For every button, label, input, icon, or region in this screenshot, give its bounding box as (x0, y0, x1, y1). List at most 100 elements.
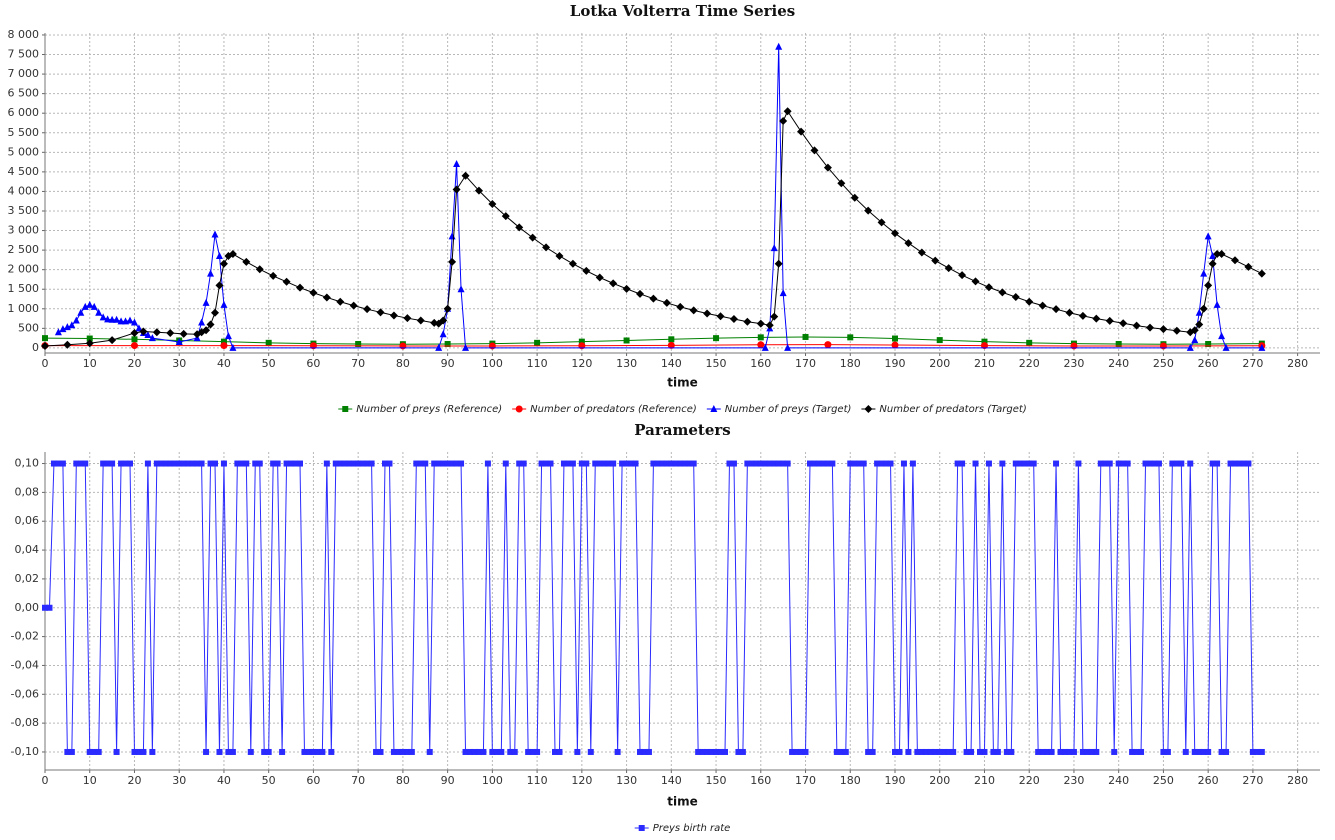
legend-item: Number of predators (Target) (861, 404, 1027, 415)
plot-area (45, 452, 1320, 770)
x-tick-label: 70 (351, 774, 365, 787)
marker (650, 460, 657, 467)
marker (864, 405, 873, 413)
marker (1204, 232, 1212, 240)
x-tick-label: 100 (482, 357, 503, 370)
marker (1217, 250, 1226, 259)
x-tick-label: 200 (929, 774, 950, 787)
marker (399, 748, 406, 755)
marker (798, 748, 805, 755)
marker (851, 460, 858, 467)
marker (1205, 341, 1212, 348)
marker (1070, 748, 1077, 755)
marker (1026, 339, 1033, 346)
marker (592, 460, 599, 467)
x-tick-label: 50 (262, 774, 276, 787)
marker (1102, 460, 1109, 467)
marker (458, 460, 465, 467)
marker (918, 748, 925, 755)
marker (941, 748, 948, 755)
y-tick-label: 2 500 (8, 243, 40, 256)
marker (1017, 460, 1024, 467)
x-tick-label: 240 (1108, 774, 1129, 787)
marker (238, 460, 245, 467)
legend: Number of preys (Reference) Number of pre… (338, 404, 1027, 415)
marker (431, 460, 438, 467)
marker (185, 460, 192, 467)
marker (668, 460, 675, 467)
x-tick-label: 270 (1242, 774, 1263, 787)
marker (710, 405, 718, 412)
marker (453, 460, 460, 467)
y-tick-label: 0,06 (15, 514, 40, 527)
marker (314, 748, 321, 755)
x-tick-label: 150 (706, 774, 727, 787)
marker (877, 218, 886, 227)
marker (493, 748, 500, 755)
marker (944, 264, 953, 273)
marker (1249, 748, 1256, 755)
marker (130, 318, 138, 326)
marker (1173, 460, 1180, 467)
marker (837, 179, 846, 188)
marker (215, 251, 223, 259)
marker (261, 748, 268, 755)
marker (923, 748, 930, 755)
y-tick-label: 0,02 (15, 572, 40, 585)
marker (189, 460, 196, 467)
marker (109, 460, 116, 467)
marker (448, 257, 457, 266)
marker (1205, 748, 1212, 755)
x-tick-label: 50 (262, 357, 276, 370)
series-line (44, 110, 1263, 347)
marker (1057, 748, 1064, 755)
x-tick-label: 60 (306, 357, 320, 370)
y-tick-label: 4 000 (8, 184, 40, 197)
marker (148, 334, 156, 342)
marker (896, 748, 903, 755)
marker (474, 186, 483, 195)
marker (909, 460, 916, 467)
marker (224, 332, 232, 340)
marker (1111, 748, 1118, 755)
marker (229, 343, 237, 351)
marker (471, 748, 478, 755)
marker (529, 748, 536, 755)
y-tick-label: 0,10 (15, 457, 40, 470)
marker (783, 107, 792, 116)
marker (91, 748, 98, 755)
marker (225, 748, 232, 755)
marker (1092, 314, 1101, 323)
marker (363, 305, 372, 314)
marker (793, 748, 800, 755)
marker (623, 460, 630, 467)
marker (770, 312, 779, 321)
marker (350, 460, 357, 467)
marker (439, 330, 447, 338)
marker (1231, 256, 1239, 265)
marker (628, 460, 635, 467)
marker (467, 748, 473, 755)
marker (355, 341, 362, 348)
marker (1065, 308, 1074, 317)
marker (1236, 460, 1243, 467)
marker (1240, 460, 1247, 467)
marker (774, 259, 783, 268)
y-tick-label: -0,02 (11, 630, 39, 643)
marker (578, 338, 585, 345)
marker (202, 298, 210, 306)
marker (984, 283, 993, 292)
marker (784, 343, 792, 351)
marker (1169, 460, 1176, 467)
marker (355, 460, 362, 467)
x-tick-label: 60 (306, 774, 320, 787)
marker (686, 460, 693, 467)
marker (850, 193, 859, 202)
marker (1218, 748, 1225, 755)
marker (744, 460, 751, 467)
marker (207, 460, 214, 467)
marker (118, 460, 125, 467)
marker (667, 341, 675, 349)
marker (1011, 293, 1020, 302)
marker (690, 460, 697, 467)
